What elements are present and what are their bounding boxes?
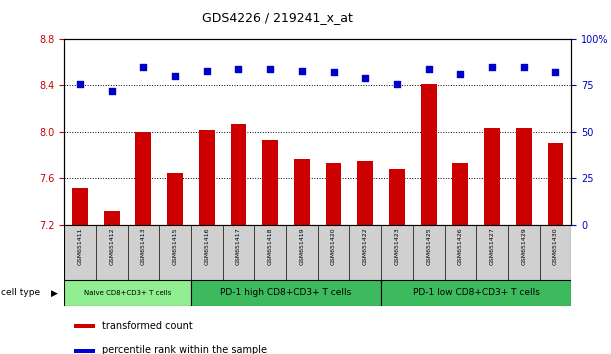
Text: Naive CD8+CD3+ T cells: Naive CD8+CD3+ T cells: [84, 290, 171, 296]
Text: GSM651422: GSM651422: [363, 228, 368, 265]
Text: GSM651416: GSM651416: [204, 228, 210, 265]
Point: [551, 69, 560, 75]
Text: percentile rank within the sample: percentile rank within the sample: [102, 345, 267, 354]
Point: [392, 81, 402, 86]
Point: [233, 66, 243, 72]
Bar: [421, 84, 437, 225]
Bar: [484, 129, 500, 225]
Text: GSM651411: GSM651411: [78, 228, 82, 265]
Bar: [547, 143, 563, 225]
Text: GSM651429: GSM651429: [521, 228, 526, 265]
Text: GSM651413: GSM651413: [141, 228, 146, 265]
Point: [297, 68, 307, 73]
Bar: [167, 172, 183, 225]
Bar: [381, 280, 571, 306]
Text: GSM651427: GSM651427: [489, 228, 494, 265]
Text: GDS4226 / 219241_x_at: GDS4226 / 219241_x_at: [202, 11, 353, 24]
Text: GSM651418: GSM651418: [268, 228, 273, 265]
Text: GSM651425: GSM651425: [426, 228, 431, 265]
Text: cell type: cell type: [1, 289, 40, 297]
Point: [329, 69, 338, 75]
Point: [519, 64, 529, 70]
Text: GSM651415: GSM651415: [172, 228, 178, 265]
Bar: [75, 349, 95, 353]
Point: [424, 66, 434, 72]
Bar: [191, 280, 381, 306]
Text: GSM651426: GSM651426: [458, 228, 463, 265]
Bar: [294, 159, 310, 225]
Point: [107, 88, 117, 94]
Bar: [104, 211, 120, 225]
Text: GSM651430: GSM651430: [553, 228, 558, 265]
Point: [487, 64, 497, 70]
Bar: [262, 140, 278, 225]
Point: [139, 64, 148, 70]
Text: GSM651417: GSM651417: [236, 228, 241, 265]
Bar: [357, 161, 373, 225]
Point: [455, 72, 465, 77]
Point: [75, 81, 85, 86]
Text: transformed count: transformed count: [102, 321, 193, 331]
Point: [170, 73, 180, 79]
Bar: [230, 124, 246, 225]
Text: PD-1 high CD8+CD3+ T cells: PD-1 high CD8+CD3+ T cells: [221, 289, 352, 297]
Bar: [64, 280, 191, 306]
Bar: [452, 163, 468, 225]
Bar: [72, 188, 88, 225]
Text: GSM651420: GSM651420: [331, 228, 336, 265]
Point: [202, 68, 211, 73]
Bar: [75, 325, 95, 328]
Bar: [136, 132, 152, 225]
Bar: [389, 169, 405, 225]
Point: [360, 75, 370, 81]
Text: GSM651419: GSM651419: [299, 228, 304, 265]
Bar: [326, 163, 342, 225]
Text: ▶: ▶: [51, 289, 58, 297]
Bar: [199, 130, 214, 225]
Text: GSM651423: GSM651423: [395, 228, 400, 265]
Text: GSM651412: GSM651412: [109, 228, 114, 265]
Point: [265, 66, 275, 72]
Text: PD-1 low CD8+CD3+ T cells: PD-1 low CD8+CD3+ T cells: [413, 289, 540, 297]
Bar: [516, 129, 532, 225]
